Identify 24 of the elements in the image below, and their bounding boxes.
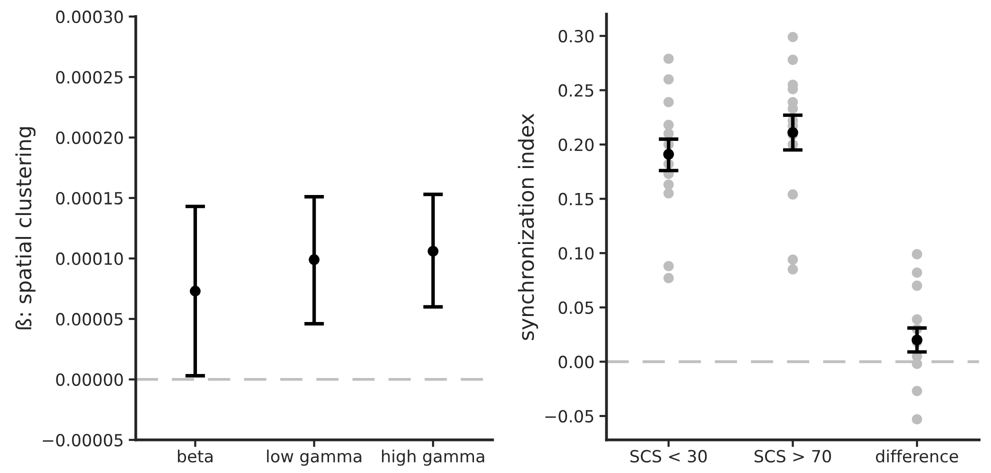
y-tick-label: 0.00000: [56, 373, 123, 386]
y-tick-label: −0.00005: [42, 434, 123, 446]
y-tick-label: 0.15: [558, 192, 594, 206]
y-tick-label: 0.25: [558, 84, 594, 97]
x-tick-label: low gamma: [267, 450, 362, 466]
y-axis-title: ß: spatial clustering: [15, 127, 36, 330]
x-tick-label: beta: [178, 450, 213, 463]
y-tick-label: −0.05: [545, 410, 594, 423]
y-tick-label: 0.00: [558, 356, 594, 368]
y-tick-label: 0.00025: [56, 70, 123, 84]
x-tick-label: high gamma: [382, 450, 484, 466]
y-tick-label: 0.00020: [56, 131, 123, 144]
y-tick-label: 0.20: [558, 138, 594, 152]
y-tick-label: 0.10: [558, 247, 594, 260]
x-tick-label: difference: [876, 450, 958, 463]
y-tick-label: 0.00015: [56, 192, 123, 205]
y-tick-label: 0.00030: [56, 10, 123, 24]
y-tick-label: 0.00010: [56, 252, 123, 266]
x-tick-label: SCS > 70: [754, 450, 831, 463]
y-axis-title: synchronization index: [518, 114, 538, 340]
y-tick-label: 0.05: [558, 301, 594, 314]
x-tick-label: SCS < 30: [630, 450, 707, 463]
y-tick-label: 0.30: [558, 30, 594, 42]
y-tick-label: 0.00005: [56, 312, 123, 326]
